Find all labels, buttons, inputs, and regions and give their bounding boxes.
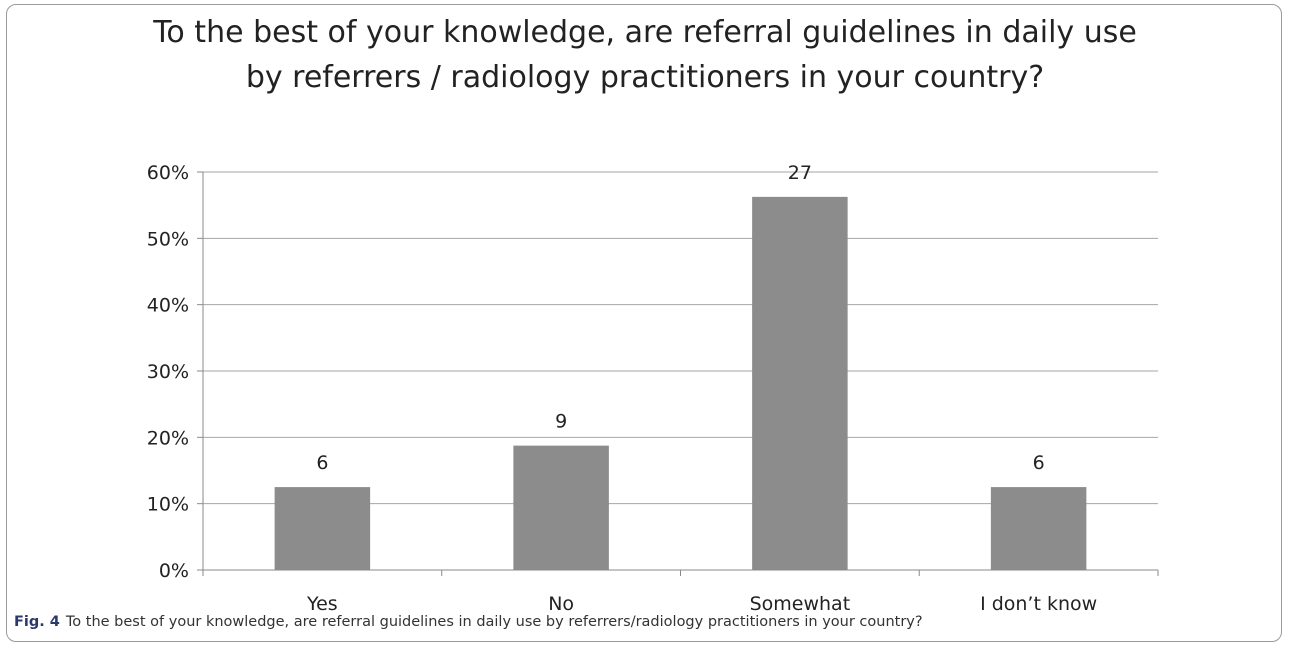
y-tick-label: 40% <box>147 295 189 317</box>
data-label: 27 <box>788 162 812 184</box>
x-tick-label: Somewhat <box>750 593 851 615</box>
chart-title: To the best of your knowledge, are refer… <box>153 15 1137 95</box>
chart-labels: 0% 10% 20% 30% 40% 50% 60% 6 Yes 9 No 27 Somewhat 6 I … <box>147 162 1097 615</box>
axes <box>197 171 1159 576</box>
bar <box>990 487 1087 570</box>
figure-caption: Fig. 4 To the best of your knowledge, are… <box>14 614 1274 630</box>
y-tick-label: 60% <box>147 162 189 184</box>
figure-number: Fig. 4 <box>14 614 60 630</box>
y-tick-label: 20% <box>147 427 189 449</box>
x-tick-label: No <box>548 593 574 615</box>
y-tick-label: 0% <box>159 560 189 582</box>
y-tick-label: 50% <box>147 228 189 250</box>
bar <box>513 445 609 570</box>
x-tick-label: Yes <box>306 593 338 615</box>
y-tick-label: 30% <box>147 361 189 383</box>
bar <box>274 487 371 570</box>
x-tick-label: I don’t know <box>980 593 1097 615</box>
gridlines <box>203 171 1158 505</box>
data-label: 6 <box>1033 452 1045 474</box>
caption-text: To the best of your knowledge, are refer… <box>65 614 923 630</box>
bar <box>752 196 848 570</box>
data-label: 9 <box>555 411 567 433</box>
y-tick-label: 10% <box>147 494 189 516</box>
data-label: 6 <box>316 452 328 474</box>
bars <box>274 196 1087 570</box>
